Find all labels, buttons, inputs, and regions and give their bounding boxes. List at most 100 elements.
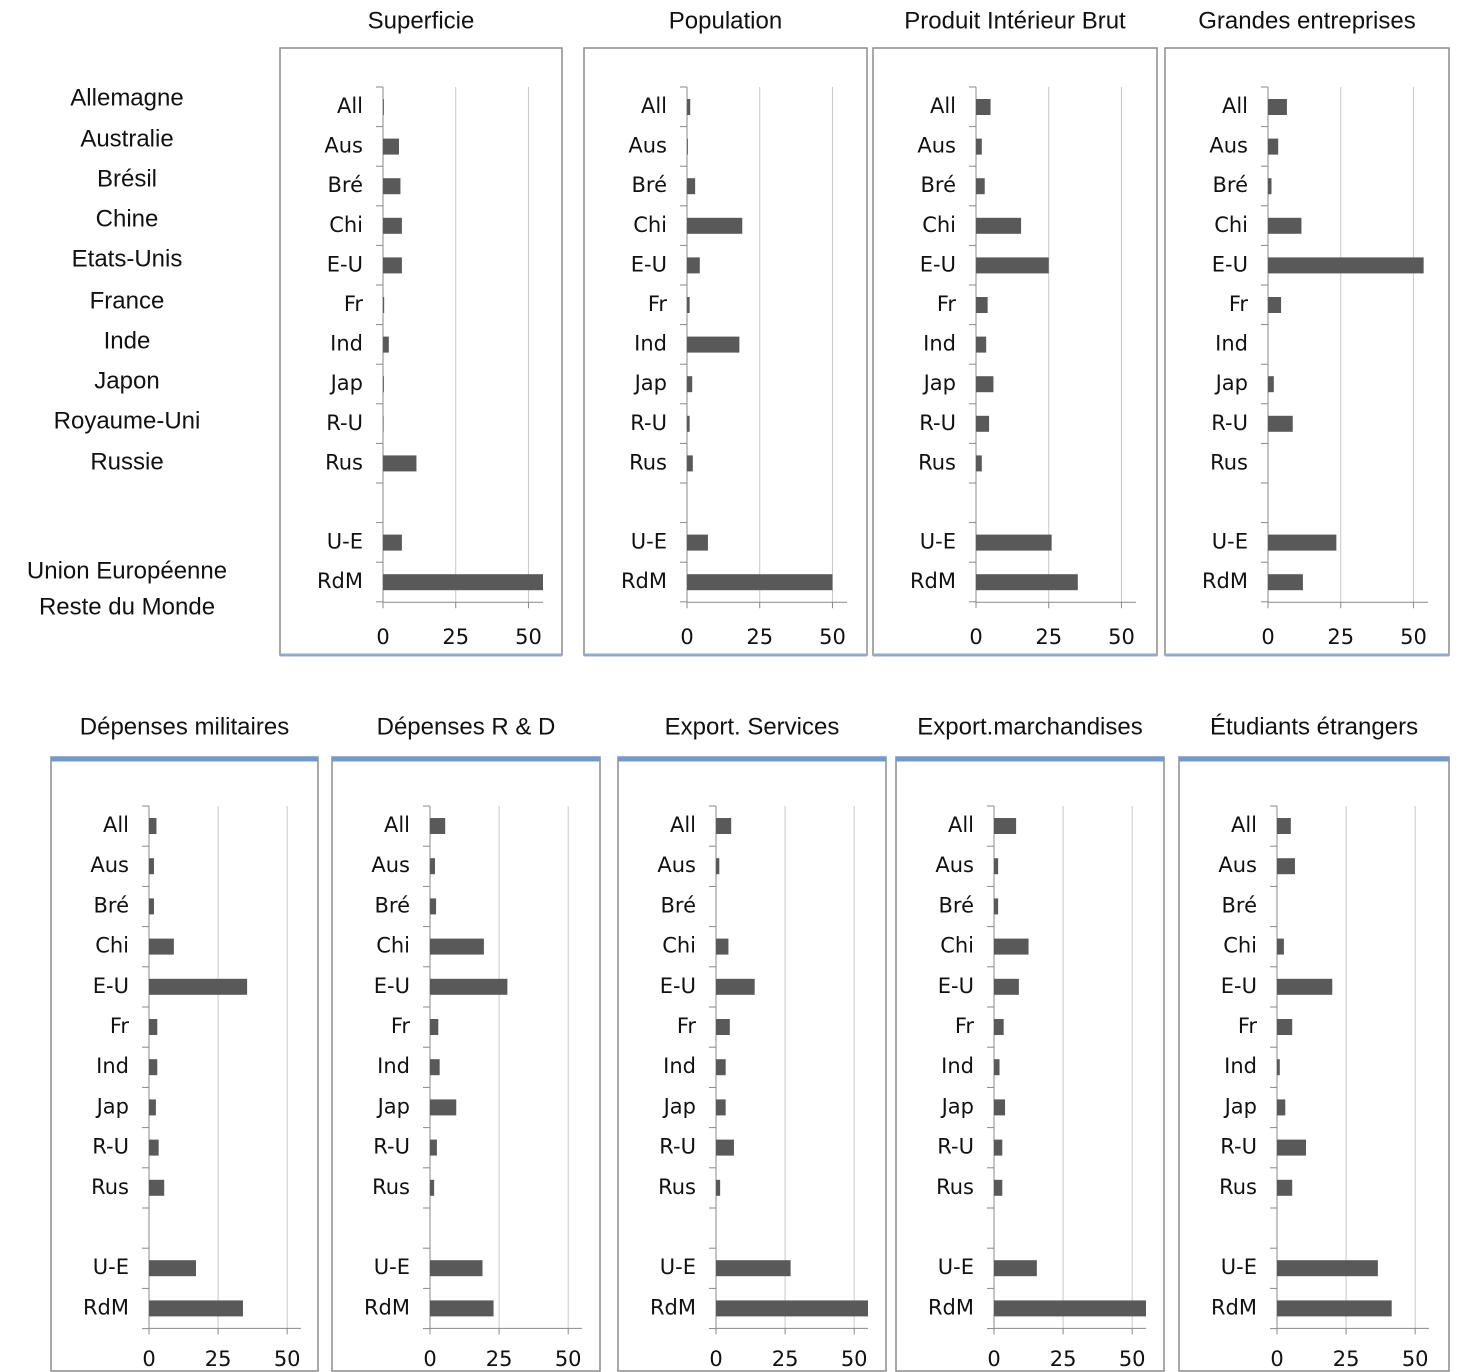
key-name: Etats-Unis <box>72 245 183 272</box>
y-tick-label: All <box>930 94 956 118</box>
bar <box>994 818 1017 834</box>
y-tick-label: Aus <box>917 134 956 158</box>
x-tick-label: 50 <box>515 625 542 649</box>
bar <box>687 534 708 551</box>
key-name: Reste du Monde <box>39 593 215 620</box>
y-tick-label: R-U <box>326 411 363 435</box>
chart-title: Produit Intérieur Brut <box>904 7 1126 34</box>
bar <box>716 1260 791 1277</box>
y-tick-label: Aus <box>371 853 410 877</box>
y-tick-label: Chi <box>1214 213 1248 237</box>
x-tick-label: 25 <box>205 1347 232 1371</box>
panel-frame <box>617 756 887 1372</box>
y-tick-label: Jap <box>633 371 667 395</box>
bar <box>976 534 1052 551</box>
bar <box>383 455 417 472</box>
x-tick-label: 0 <box>709 1347 722 1371</box>
bar <box>716 1059 726 1076</box>
x-tick-label: 50 <box>841 1347 868 1371</box>
bar <box>149 978 248 995</box>
bar <box>1277 1300 1392 1317</box>
bar <box>716 858 720 875</box>
y-tick-label: RdM <box>928 1295 974 1319</box>
bar <box>687 138 688 155</box>
bar <box>687 297 690 313</box>
y-tick-label: Bré <box>94 893 130 917</box>
bar <box>976 138 982 155</box>
x-tick-label: 25 <box>772 1347 799 1371</box>
x-tick-label: 25 <box>1050 1347 1077 1371</box>
y-tick-label: Ind <box>941 1054 974 1078</box>
bar <box>1268 178 1272 195</box>
y-tick-label: RdM <box>621 569 667 593</box>
x-tick-label: 0 <box>423 1347 436 1371</box>
y-tick-label: Rus <box>629 450 667 474</box>
x-tick-label: 25 <box>442 625 469 649</box>
chart-title: Étudiants étrangers <box>1210 713 1418 740</box>
panel-frame <box>279 47 563 656</box>
y-tick-label: R-U <box>937 1135 974 1159</box>
y-tick-label: E-U <box>631 252 667 276</box>
y-tick-label: Fr <box>110 1014 130 1038</box>
y-tick-label: Ind <box>663 1054 696 1078</box>
bar <box>1277 818 1291 834</box>
bar <box>1268 138 1279 155</box>
bar <box>1277 858 1295 875</box>
bar <box>1268 257 1424 274</box>
bar <box>994 1099 1006 1116</box>
x-tick-label: 50 <box>555 1347 582 1371</box>
y-tick-label: U-E <box>631 530 667 554</box>
key-name: Brésil <box>97 165 157 192</box>
bar <box>383 534 402 551</box>
y-tick-label: All <box>641 94 667 118</box>
bar <box>716 1179 721 1196</box>
y-tick-label: Jap <box>922 371 956 395</box>
y-tick-label: R-U <box>659 1135 696 1159</box>
chart-title: Export.marchandises <box>917 713 1142 740</box>
bar <box>149 1139 159 1156</box>
y-tick-label: U-E <box>1221 1255 1257 1279</box>
y-tick-label: U-E <box>920 530 956 554</box>
bar <box>1277 1139 1307 1156</box>
bar <box>430 1300 494 1317</box>
x-tick-label: 50 <box>1108 625 1135 649</box>
y-tick-label: Chi <box>662 934 696 958</box>
bar <box>976 178 985 195</box>
bar <box>687 217 743 234</box>
chart-title: Population <box>669 7 782 34</box>
y-tick-label: Ind <box>96 1054 129 1078</box>
key-name: Russie <box>90 448 163 475</box>
y-tick-label: Bré <box>939 893 975 917</box>
y-tick-label: Fr <box>677 1014 697 1038</box>
x-tick-label: 0 <box>987 1347 1000 1371</box>
chart-title: Dépenses R & D <box>377 713 556 740</box>
y-tick-label: Jap <box>95 1094 129 1118</box>
y-tick-label: Bré <box>921 173 957 197</box>
y-tick-label: Bré <box>1213 173 1249 197</box>
chart-title: Export. Services <box>665 713 840 740</box>
x-tick-label: 25 <box>1327 625 1354 649</box>
y-tick-label: Rus <box>936 1175 974 1199</box>
y-tick-label: All <box>670 813 696 837</box>
y-tick-label: All <box>948 813 974 837</box>
chart-title: Superficie <box>368 7 475 34</box>
bar <box>383 376 384 393</box>
y-tick-label: Bré <box>328 173 364 197</box>
y-tick-label: Rus <box>918 450 956 474</box>
bar <box>994 858 999 875</box>
key-name: Australie <box>80 125 173 152</box>
bar <box>716 938 729 955</box>
key-name: Union Européenne <box>27 557 227 584</box>
y-tick-label: U-E <box>938 1255 974 1279</box>
bar <box>994 1019 1004 1035</box>
y-tick-label: Fr <box>955 1014 975 1038</box>
y-tick-label: Bré <box>375 893 411 917</box>
bar <box>1268 99 1287 115</box>
bar <box>430 1099 457 1116</box>
bar <box>1277 1260 1378 1277</box>
y-tick-label: Fr <box>391 1014 411 1038</box>
key-name: Allemagne <box>70 84 183 111</box>
y-tick-label: Chi <box>329 213 363 237</box>
bar <box>383 217 402 234</box>
key-name: France <box>90 287 165 314</box>
